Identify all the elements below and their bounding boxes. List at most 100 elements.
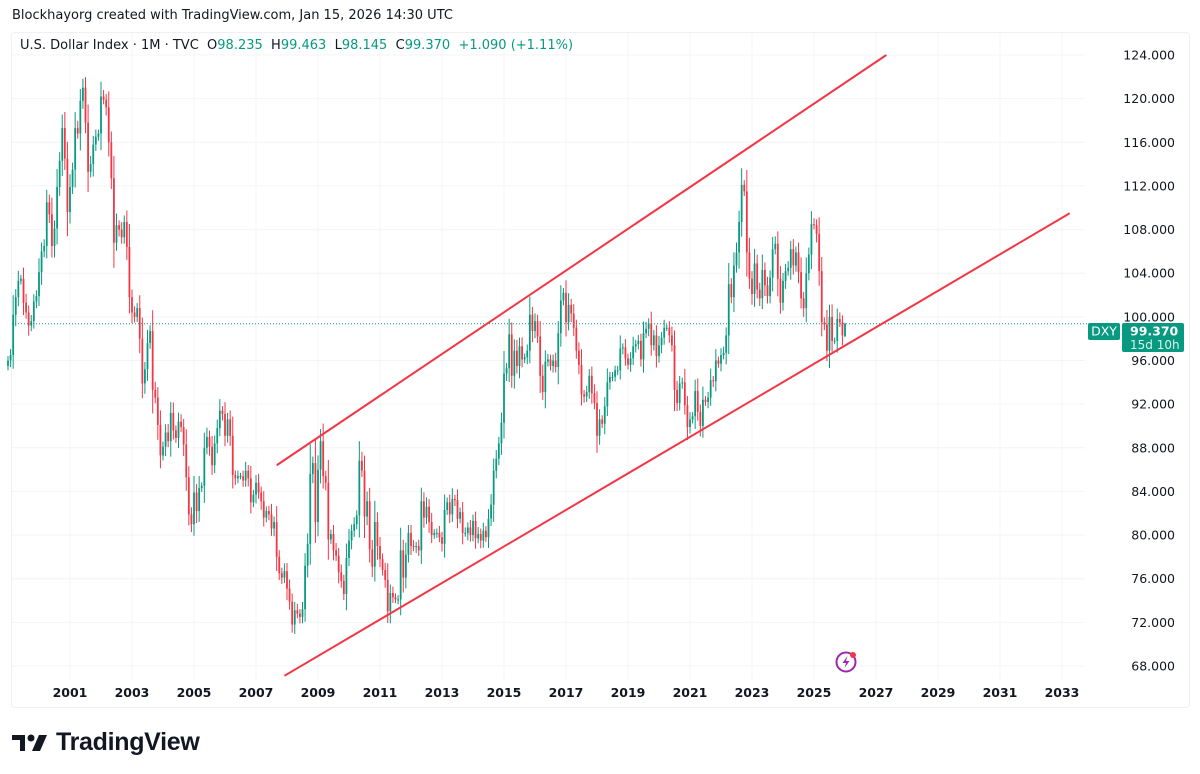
candle xyxy=(94,129,97,151)
candle xyxy=(107,91,110,157)
time-tick-label: 2021 xyxy=(673,685,708,700)
candle xyxy=(492,458,495,522)
candle-body xyxy=(485,530,487,538)
candle xyxy=(461,501,464,545)
candle-body xyxy=(376,521,379,546)
candle xyxy=(218,399,221,437)
candle-body xyxy=(461,512,464,533)
candle xyxy=(288,579,291,610)
candle xyxy=(280,567,283,584)
candle-body xyxy=(304,565,306,610)
candle-body xyxy=(415,545,418,548)
candle xyxy=(169,402,172,457)
candle xyxy=(642,321,645,373)
candle-body xyxy=(588,375,591,393)
candle xyxy=(319,428,322,484)
candle xyxy=(175,425,177,443)
candle xyxy=(25,293,27,319)
candle xyxy=(603,397,606,435)
candle-body xyxy=(570,304,573,314)
candle xyxy=(753,248,756,307)
candle-body xyxy=(340,572,343,581)
candle-body xyxy=(317,469,319,522)
notification-dot xyxy=(850,652,856,658)
candle-body xyxy=(513,350,516,376)
candle-body xyxy=(769,277,771,297)
candle-body xyxy=(327,482,330,540)
candle xyxy=(231,416,234,489)
candle xyxy=(182,418,185,457)
candle xyxy=(363,455,366,539)
candle-body xyxy=(841,322,844,336)
last-price: 99.370 xyxy=(1130,324,1179,339)
candle-body xyxy=(252,494,255,503)
candle-body xyxy=(299,613,301,617)
candle-body xyxy=(681,382,684,384)
candle-body xyxy=(9,355,12,361)
candle xyxy=(820,256,823,337)
open-value: 98.235 xyxy=(217,38,263,53)
candle-body xyxy=(789,249,792,268)
candle-body xyxy=(311,463,314,474)
ticker-badge xyxy=(1088,323,1120,340)
candle-body xyxy=(330,533,332,540)
candle-body xyxy=(128,247,131,298)
candle-body xyxy=(813,224,815,226)
candle xyxy=(438,525,441,543)
candle xyxy=(575,319,578,359)
candle-body xyxy=(557,333,560,368)
candle-body xyxy=(844,323,846,337)
candle xyxy=(291,593,294,633)
candle xyxy=(572,304,575,337)
candle-body xyxy=(412,545,415,548)
candle-body xyxy=(601,419,604,424)
candle-body xyxy=(381,559,384,570)
candle-body xyxy=(208,436,211,447)
candle xyxy=(668,321,671,343)
candle xyxy=(379,536,381,568)
candle-body xyxy=(288,588,291,602)
candle-body xyxy=(63,128,66,159)
candle-body xyxy=(366,501,368,517)
candle xyxy=(79,88,82,151)
candle xyxy=(350,524,353,550)
chart-panel[interactable] xyxy=(11,32,1190,708)
candle xyxy=(578,342,580,375)
candle-body xyxy=(407,532,410,555)
candle xyxy=(503,350,505,439)
candle xyxy=(7,356,9,371)
candle-body xyxy=(562,292,565,301)
candle-body xyxy=(270,514,273,529)
candle-body xyxy=(404,554,407,578)
candle-body xyxy=(268,511,270,515)
candle-body xyxy=(671,335,673,346)
candle-body xyxy=(740,184,743,222)
candle-body xyxy=(291,601,294,625)
candle-body xyxy=(35,296,38,302)
candle xyxy=(167,424,170,448)
candle-body xyxy=(198,488,201,512)
candle-body xyxy=(518,346,521,366)
candle-body xyxy=(823,322,826,325)
candle-body xyxy=(187,477,190,515)
symbol-title: U.S. Dollar Index · 1M · TVC xyxy=(20,38,199,53)
alert-button[interactable] xyxy=(835,651,857,673)
candle xyxy=(162,441,164,461)
grid xyxy=(12,33,1085,680)
candle xyxy=(544,350,547,409)
candle-body xyxy=(332,533,335,551)
candle xyxy=(696,378,699,421)
candle xyxy=(720,348,722,372)
candle xyxy=(366,491,368,526)
candle-body xyxy=(361,460,363,471)
tradingview-logo[interactable]: TradingView xyxy=(12,728,200,757)
time-tick-label: 2027 xyxy=(859,685,894,700)
candle xyxy=(694,379,697,429)
candle xyxy=(733,252,735,313)
candle-body xyxy=(766,285,769,297)
candle-body xyxy=(249,478,252,503)
candle-body xyxy=(296,610,299,614)
candle-body xyxy=(283,571,286,578)
candle-body xyxy=(802,298,805,309)
